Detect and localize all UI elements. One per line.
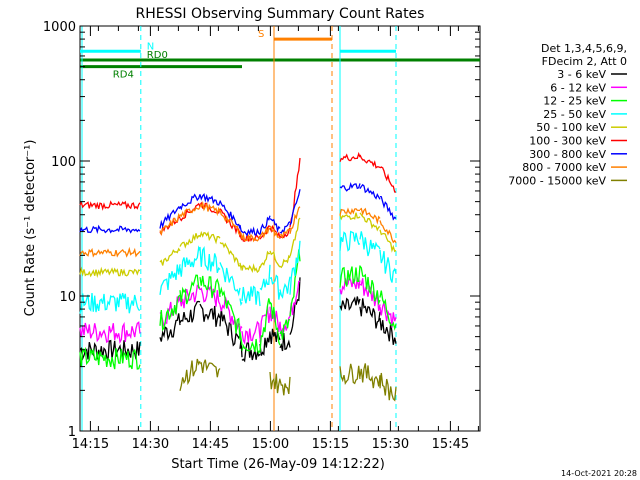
flag-label-n: N [147,41,154,52]
series-line [79,182,397,237]
y-axis-label: Count Rate (s⁻¹ detector⁻¹) [23,140,38,317]
legend-label: 7000 - 15000 keV [508,174,606,187]
footer-date: 14-Oct-2021 20:28 [561,469,637,478]
legend-label: 25 - 50 keV [543,108,606,121]
legend-label: 300 - 800 keV [529,148,606,161]
y-tick-label: 1000 [43,20,76,35]
legend-label: 12 - 25 keV [543,95,606,108]
plot-frame [79,25,481,432]
chart-title: RHESSI Observing Summary Count Rates [136,6,425,22]
x-tick-label: 14:45 [192,437,229,452]
series-line [179,358,397,402]
x-tick-label: 15:30 [372,437,409,452]
legend-label: 800 - 7000 keV [522,161,606,174]
vertical-markers [81,26,397,431]
flag-label-s: S [258,29,264,40]
y-tick-label: 1 [68,425,76,440]
legend-header-line-2: FDecim 2, Att 0 [542,55,627,68]
x-tick-label: 15:15 [312,437,349,452]
x-tick-label: 15:45 [432,437,469,452]
legend: Det 1,3,4,5,6,9, FDecim 2, Att 0 3 - 6 k… [508,42,627,187]
x-tick-label: 15:00 [252,437,289,452]
series-line [79,212,397,279]
x-tick-label: 14:30 [132,437,169,452]
series-line [79,273,397,345]
series-line [79,249,397,370]
series-line [79,200,397,258]
y-tick-label: 10 [59,290,76,305]
x-tick-label: 14:15 [72,437,109,452]
series-line [79,230,397,314]
legend-label: 50 - 100 keV [536,121,606,134]
legend-label: 3 - 6 keV [557,68,606,81]
legend-label: 6 - 12 keV [550,81,606,94]
legend-label: 100 - 300 keV [529,135,606,148]
y-tick-label: 100 [51,155,76,170]
legend-header-line-1: Det 1,3,4,5,6,9, [541,42,627,55]
flag-label-rd4: RD4 [113,70,134,81]
flag-label-rd0: RD0 [147,50,168,61]
x-axis-label: Start Time (26-May-09 14:12:22) [171,457,385,472]
axis-ticks: 1 10 100 1000 14:15 14:30 14:45 15:00 15:15 15:30… [43,20,480,452]
series-lines [79,151,397,402]
